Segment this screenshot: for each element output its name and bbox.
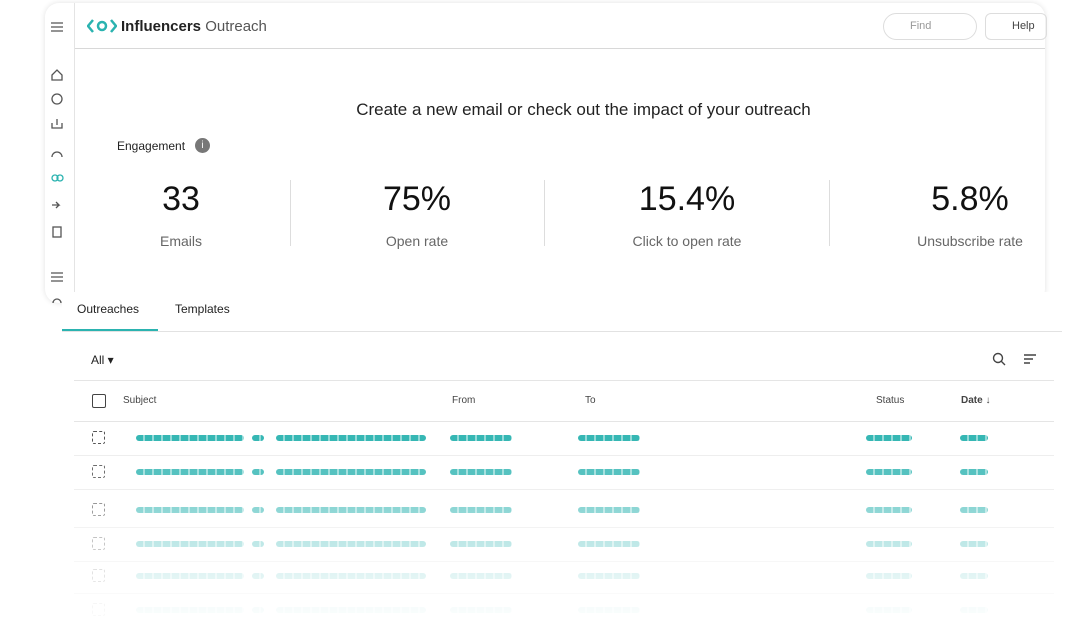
- redacted-text: [450, 607, 512, 613]
- redacted-text: [960, 435, 988, 441]
- logo: [87, 19, 117, 33]
- redacted-text: [450, 469, 512, 475]
- redacted-text: [866, 607, 912, 613]
- redacted-text: [960, 469, 988, 475]
- tab[interactable]: Templates: [175, 302, 230, 316]
- search-box[interactable]: Find: [883, 13, 977, 40]
- redacted-text: [866, 541, 912, 547]
- column-header: To: [585, 395, 596, 406]
- row-checkbox: [92, 503, 105, 516]
- stat: 33 Emails: [81, 180, 281, 249]
- redacted-text: [450, 541, 512, 547]
- sidebar-icons: [51, 22, 64, 308]
- redacted-text: [276, 507, 426, 513]
- row-divider: [74, 455, 1054, 456]
- redacted-text: [252, 469, 264, 475]
- redacted-text: [136, 507, 244, 513]
- row-checkbox: [92, 431, 105, 444]
- redacted-text: [450, 507, 512, 513]
- info-icon[interactable]: i: [195, 138, 210, 153]
- checkbox[interactable]: [92, 394, 106, 408]
- row-divider: [74, 489, 1054, 490]
- row-divider: [74, 527, 1054, 528]
- redacted-text: [578, 507, 640, 513]
- headline: Create a new email or check out the impa…: [356, 100, 811, 119]
- redacted-text: [866, 469, 912, 475]
- redacted-text: [866, 573, 912, 579]
- redacted-text: [252, 541, 264, 547]
- column-header: Status: [876, 395, 905, 406]
- row-checkbox: [92, 569, 105, 582]
- help-button[interactable]: Help: [985, 13, 1047, 40]
- search-placeholder: Find: [910, 20, 932, 32]
- redacted-text: [578, 573, 640, 579]
- redacted-text: [276, 541, 426, 547]
- redacted-text: [450, 573, 512, 579]
- separator: [544, 180, 545, 246]
- redacted-text: [276, 573, 426, 579]
- redacted-text: [136, 541, 244, 547]
- stat-label: Click to open rate: [632, 233, 742, 249]
- stat: 75% Open rate: [317, 180, 517, 249]
- redacted-text: [960, 541, 988, 547]
- stat-label: Unsubscribe rate: [917, 233, 1023, 249]
- stat-value: 15.4%: [638, 180, 736, 218]
- row-checkbox: [92, 537, 105, 550]
- redacted-text: [960, 607, 988, 613]
- redacted-text: [136, 469, 244, 475]
- redacted-text: [960, 573, 988, 579]
- tab-indicator: [62, 329, 158, 331]
- dashboard-card: [45, 3, 1045, 303]
- redacted-text: [578, 469, 640, 475]
- redacted-text: [252, 573, 264, 579]
- top-bar: Influencers Outreach Find Help: [75, 3, 1047, 49]
- sidebar: [45, 3, 75, 308]
- redacted-text: [136, 607, 244, 613]
- redacted-text: [136, 435, 244, 441]
- column-header: Date ↓: [961, 395, 991, 406]
- table-header: [74, 380, 1054, 422]
- engagement-title: Engagement: [117, 139, 186, 153]
- stat-value: 5.8%: [931, 180, 1009, 218]
- redacted-text: [276, 469, 426, 475]
- divider: [62, 331, 1062, 332]
- redacted-text: [450, 435, 512, 441]
- stat-label: Emails: [159, 233, 202, 249]
- separator: [290, 180, 291, 246]
- redacted-text: [252, 607, 264, 613]
- stat-value: 75%: [382, 180, 452, 218]
- brand: Influencers: [121, 18, 202, 35]
- stat-value: 33: [162, 180, 200, 218]
- row-divider: [74, 593, 1054, 594]
- stat: 15.4% Click to open rate: [587, 180, 787, 249]
- stat-label: Open rate: [385, 233, 449, 249]
- stat: 5.8% Unsubscribe rate: [870, 180, 1070, 249]
- redacted-text: [276, 435, 426, 441]
- redacted-text: [866, 435, 912, 441]
- redacted-text: [866, 507, 912, 513]
- redacted-text: [252, 435, 264, 441]
- outreach-panel: Outreaches Templates All ▾ Subject From To…: [62, 292, 1062, 637]
- brand-suffix: Outreach: [205, 18, 267, 35]
- redacted-text: [276, 607, 426, 613]
- row-checkbox: [92, 603, 105, 616]
- row-divider: [74, 561, 1054, 562]
- redacted-text: [136, 573, 244, 579]
- redacted-text: [578, 541, 640, 547]
- filter-label: All: [91, 353, 105, 367]
- row-checkbox: [92, 465, 105, 478]
- column-header: From: [452, 395, 476, 406]
- redacted-text: [252, 507, 264, 513]
- toolbar-icons[interactable]: [992, 352, 1042, 368]
- separator: [829, 180, 830, 246]
- column-header: Subject: [123, 395, 157, 406]
- help-label: Help: [1012, 20, 1035, 32]
- filter[interactable]: All ▾: [91, 353, 114, 367]
- redacted-text: [578, 607, 640, 613]
- tab-active[interactable]: Outreaches: [77, 302, 140, 316]
- redacted-text: [960, 507, 988, 513]
- redacted-text: [578, 435, 640, 441]
